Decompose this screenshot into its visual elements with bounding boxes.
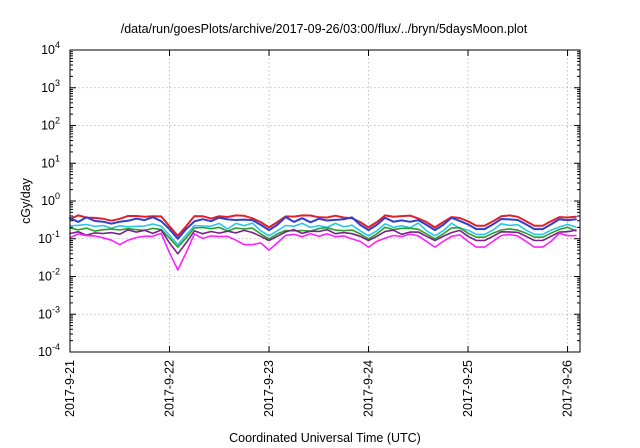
x-tick-label: 2017-9-25	[461, 360, 475, 417]
y-axis-label: cGy/day	[19, 177, 33, 224]
series-line	[69, 226, 577, 248]
y-tick-label: 104	[41, 40, 60, 57]
series-line	[69, 222, 577, 246]
y-tick-label: 102	[41, 116, 60, 133]
axis-ticks	[69, 49, 580, 353]
grid	[70, 50, 580, 352]
y-tick-label: 10-3	[38, 304, 60, 321]
series-lines	[69, 214, 577, 271]
y-tick-label: 10-4	[38, 342, 60, 359]
y-tick-label: 100	[41, 191, 60, 208]
x-tick-label: 2017-9-21	[63, 360, 77, 417]
y-tick-label: 10-1	[38, 229, 60, 246]
y-tick-label: 103	[41, 78, 60, 95]
x-tick-labels: 2017-9-21 2017-9-22 2017-9-23 2017-9-24 2017…	[63, 360, 575, 417]
series-line	[69, 216, 577, 240]
x-tick-label: 2017-9-24	[362, 360, 376, 417]
series-line	[69, 232, 577, 271]
x-axis-label: Coordinated Universal Time (UTC)	[229, 431, 421, 445]
series-line	[69, 214, 577, 237]
x-tick-label: 2017-9-23	[262, 360, 276, 417]
chart-title: /data/run/goesPlots/archive/2017-09-26/0…	[121, 22, 528, 36]
y-tick-labels: 10-4 10-3 10-2 10-1 100 101 102 103 104	[38, 40, 60, 359]
y-tick-label: 10-2	[38, 267, 60, 284]
x-tick-label: 2017-9-22	[163, 360, 177, 417]
y-tick-label: 101	[41, 153, 60, 170]
x-tick-label: 2017-9-26	[561, 360, 575, 417]
series-line	[69, 228, 577, 255]
